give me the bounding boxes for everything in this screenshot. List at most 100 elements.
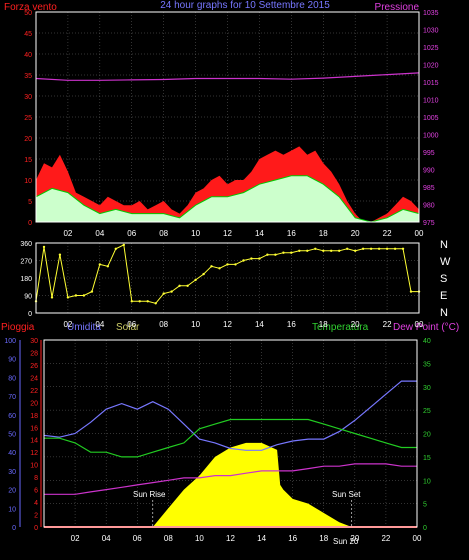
wind-y-tick: 5 xyxy=(28,199,32,206)
wind-direction-point xyxy=(290,251,293,254)
rain-y-tick: 6 xyxy=(34,488,38,495)
wind-direction-point xyxy=(377,247,381,250)
wind-direction-point xyxy=(322,249,325,252)
dir-x-tick: 06 xyxy=(127,320,136,329)
wind-x-tick: 00 xyxy=(415,229,424,238)
wind-y-tick: 15 xyxy=(24,157,32,164)
solar-area xyxy=(152,442,352,527)
pressure-y-tick: 1025 xyxy=(423,45,439,52)
temp-y-tick: 25 xyxy=(423,408,431,415)
sunset-time-label: Sun 20 xyxy=(333,537,359,546)
wind-panel-frame xyxy=(35,11,420,223)
temp-x-tick: 20 xyxy=(350,534,359,543)
humidity-y-tick: 30 xyxy=(8,469,16,476)
temp-x-tick: 18 xyxy=(319,534,328,543)
wind-direction-point xyxy=(42,245,46,249)
rain-y-tick: 4 xyxy=(34,500,38,507)
compass-w: W xyxy=(440,256,451,268)
rain-y-tick: 0 xyxy=(34,525,38,532)
pressure-y-tick: 1035 xyxy=(423,10,439,17)
temp-y-tick: 30 xyxy=(423,385,431,392)
wind-direction-point xyxy=(66,296,70,299)
wind-direction-point xyxy=(250,257,253,260)
rain-y-tick: 12 xyxy=(30,450,38,457)
pressure-y-tick: 1020 xyxy=(423,63,439,70)
temp-x-tick: 16 xyxy=(288,534,297,543)
temp-y-tick: 10 xyxy=(423,478,431,485)
wind-direction-point xyxy=(210,265,213,268)
wind-direction-point xyxy=(122,243,126,247)
wind-y-tick: 25 xyxy=(24,115,32,122)
temp-x-tick: 10 xyxy=(195,534,204,543)
wind-x-tick: 18 xyxy=(319,229,328,238)
wind-direction-point xyxy=(82,294,86,297)
rain-y-tick: 16 xyxy=(30,425,38,432)
dir-x-tick: 18 xyxy=(319,320,328,329)
sunrise-label: Sun Rise xyxy=(133,490,166,499)
temp-y-tick: 20 xyxy=(423,432,431,439)
wind-x-tick: 04 xyxy=(95,229,104,238)
wind-y-tick: 40 xyxy=(24,52,32,59)
wind-direction-point xyxy=(186,284,189,287)
wind-y-tick: 30 xyxy=(24,94,32,101)
pressure-line xyxy=(35,72,420,81)
dir-x-tick: 22 xyxy=(383,320,392,329)
temp-x-tick: 02 xyxy=(71,534,80,543)
temp-x-tick: 22 xyxy=(381,534,390,543)
wind-direction-point xyxy=(90,290,94,293)
pressure-y-tick: 1015 xyxy=(423,80,439,87)
humidity-line xyxy=(43,380,417,451)
temp-y-tick: 5 xyxy=(423,502,427,509)
dir-x-tick: 20 xyxy=(351,320,360,329)
pressure-y-tick: 1030 xyxy=(423,28,439,35)
wind-x-tick: 20 xyxy=(351,229,360,238)
wind-direction-point xyxy=(58,253,62,256)
wind-x-tick: 10 xyxy=(191,229,200,238)
wind-direction-point xyxy=(218,267,221,270)
wind-direction-point xyxy=(178,284,181,287)
pressure-y-tick: 995 xyxy=(423,150,435,157)
temp-y-tick: 35 xyxy=(423,361,431,368)
wind-direction-point xyxy=(401,247,405,250)
dir-x-tick: 04 xyxy=(95,320,104,329)
humidity-y-tick: 0 xyxy=(12,525,16,532)
compass-s: S xyxy=(440,273,447,285)
wind-x-tick: 12 xyxy=(223,229,232,238)
wind-y-tick: 45 xyxy=(24,31,32,38)
rain-y-tick: 10 xyxy=(30,463,38,470)
temp-y-tick: 0 xyxy=(423,525,427,532)
rain-y-tick: 2 xyxy=(34,513,38,520)
wind-y-tick: 20 xyxy=(24,136,32,143)
dir-x-tick: 14 xyxy=(255,320,264,329)
wind-x-tick: 22 xyxy=(383,229,392,238)
wind-y-tick: 35 xyxy=(24,73,32,80)
wind-x-tick: 08 xyxy=(159,229,168,238)
solar-title: Solar xyxy=(116,322,140,333)
humidity-y-tick: 90 xyxy=(8,357,16,364)
sunset-label: Sun Set xyxy=(332,490,361,499)
temp-x-tick: 12 xyxy=(226,534,235,543)
wind-direction-point xyxy=(194,278,197,282)
wind-direction-point xyxy=(138,300,141,303)
wind-direction-point xyxy=(50,296,54,299)
pressure-y-tick: 1010 xyxy=(423,98,439,105)
wind-direction-point xyxy=(202,272,205,276)
dir-y-tick: 270 xyxy=(20,259,32,266)
wind-direction-point xyxy=(354,249,357,252)
dir-y-tick: 90 xyxy=(24,294,32,301)
wind-direction-point xyxy=(282,251,285,254)
temp-x-tick: 00 xyxy=(413,534,422,543)
rain-y-tick: 14 xyxy=(30,438,38,445)
temp-x-tick: 14 xyxy=(257,534,266,543)
wind-direction-point xyxy=(266,253,269,256)
humidity-y-tick: 20 xyxy=(8,488,16,495)
dewpoint-title: Dew Point (°C) xyxy=(393,322,459,333)
wind-direction-point xyxy=(369,247,373,250)
temp-x-tick: 04 xyxy=(102,534,111,543)
rain-title: Pioggia xyxy=(1,322,35,333)
wind-x-tick: 02 xyxy=(63,229,72,238)
rain-y-tick: 8 xyxy=(34,475,38,482)
wind-direction-point xyxy=(106,265,110,268)
wind-direction-point xyxy=(98,263,102,266)
